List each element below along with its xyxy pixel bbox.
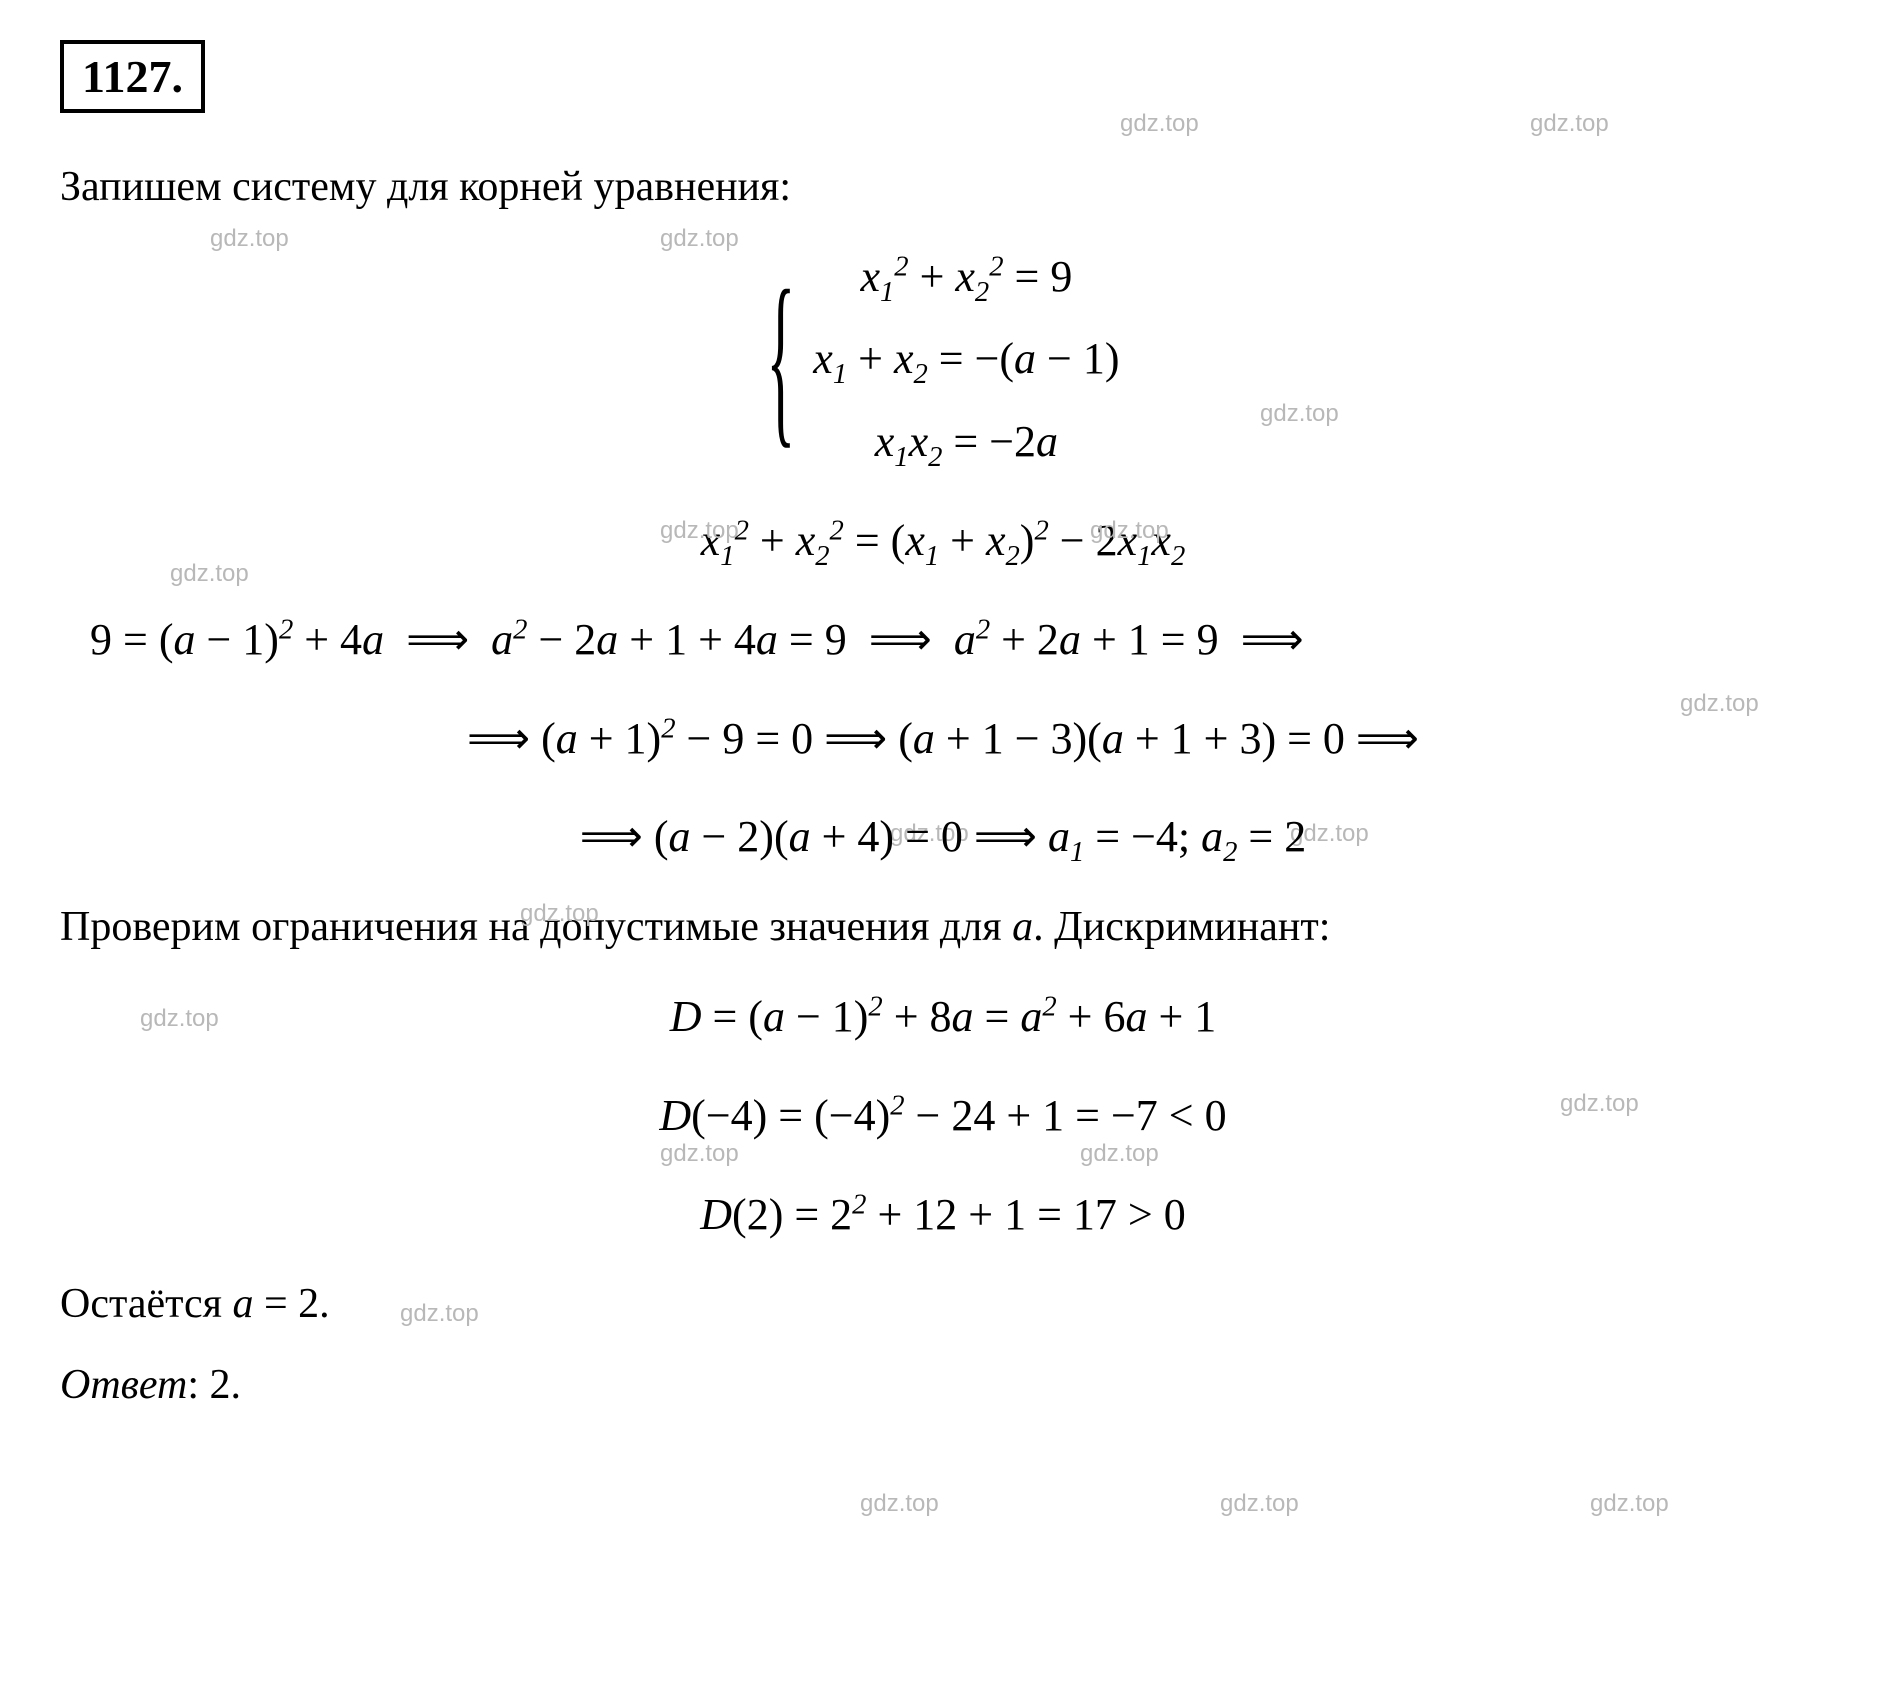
- chain-line-3: ⟹ (a − 2)(a + 4) = 0 ⟹ a1 = −4; a2 = 2 ⟹…: [60, 800, 1826, 875]
- chain-line-2-fg: ⟹ (a + 1)2 − 9 = 0 ⟹ (a + 1 − 3)(a + 1 +…: [467, 714, 1419, 763]
- watermark-text: gdz.top: [1120, 110, 1199, 138]
- problem-number-box: 1127.: [60, 40, 205, 113]
- equation-system: { x12 + x22 = 9 x1 + x2 = −(a − 1) x1x2 …: [766, 240, 1119, 480]
- system-line-3: x1x2 = −2a: [875, 405, 1058, 480]
- left-brace-icon: {: [766, 195, 795, 521]
- answer-value: : 2.: [187, 1362, 241, 1408]
- discriminant-line-3: D(2) = 22 + 12 + 1 = 17 > 0: [60, 1178, 1826, 1253]
- page-root: 1127. Запишем систему для корней уравнен…: [0, 0, 1886, 1688]
- answer-row: Ответ: 2.: [60, 1361, 1826, 1409]
- problem-number: 1127.: [82, 51, 183, 102]
- check-text: Проверим ограничения на допустимые значе…: [60, 899, 1826, 956]
- watermark-text: gdz.top: [1590, 1490, 1669, 1518]
- watermark-text: gdz.top: [1220, 1490, 1299, 1518]
- system-line-2: x1 + x2 = −(a − 1): [813, 322, 1119, 397]
- chain-line-2: ⟹ (a + 1)2 − 9 = 0 ⟹ (a + 1 − 3)(a + 1 +…: [60, 702, 1826, 777]
- identity-line: x12 + x22 = (x1 + x2)2 − 2x1x2: [60, 504, 1826, 579]
- system-line-1: x12 + x22 = 9: [860, 240, 1072, 315]
- intro-text: Запишем систему для корней уравнения:: [60, 159, 1826, 216]
- chain-line-1: 9 = (a − 1)2 + 4a ⟹ a2 − 2a + 1 + 4a = 9…: [90, 603, 1826, 678]
- watermark-text: gdz.top: [860, 1490, 939, 1518]
- chain-line-3-fg: ⟹ (a − 2)(a + 4) = 0 ⟹ a1 = −4; a2 = 2: [580, 812, 1307, 861]
- answer-label: Ответ: [60, 1362, 187, 1408]
- system-lines: x12 + x22 = 9 x1 + x2 = −(a − 1) x1x2 = …: [813, 240, 1119, 480]
- remaining-text: Остаётся a = 2.: [60, 1276, 1826, 1333]
- system-block: { x12 + x22 = 9 x1 + x2 = −(a − 1) x1x2 …: [60, 240, 1826, 480]
- discriminant-line-2: D(−4) = (−4)2 − 24 + 1 = −7 < 0: [60, 1079, 1826, 1154]
- watermark-text: gdz.top: [1530, 110, 1609, 138]
- discriminant-line-1: D = (a − 1)2 + 8a = a2 + 6a + 1: [60, 980, 1826, 1055]
